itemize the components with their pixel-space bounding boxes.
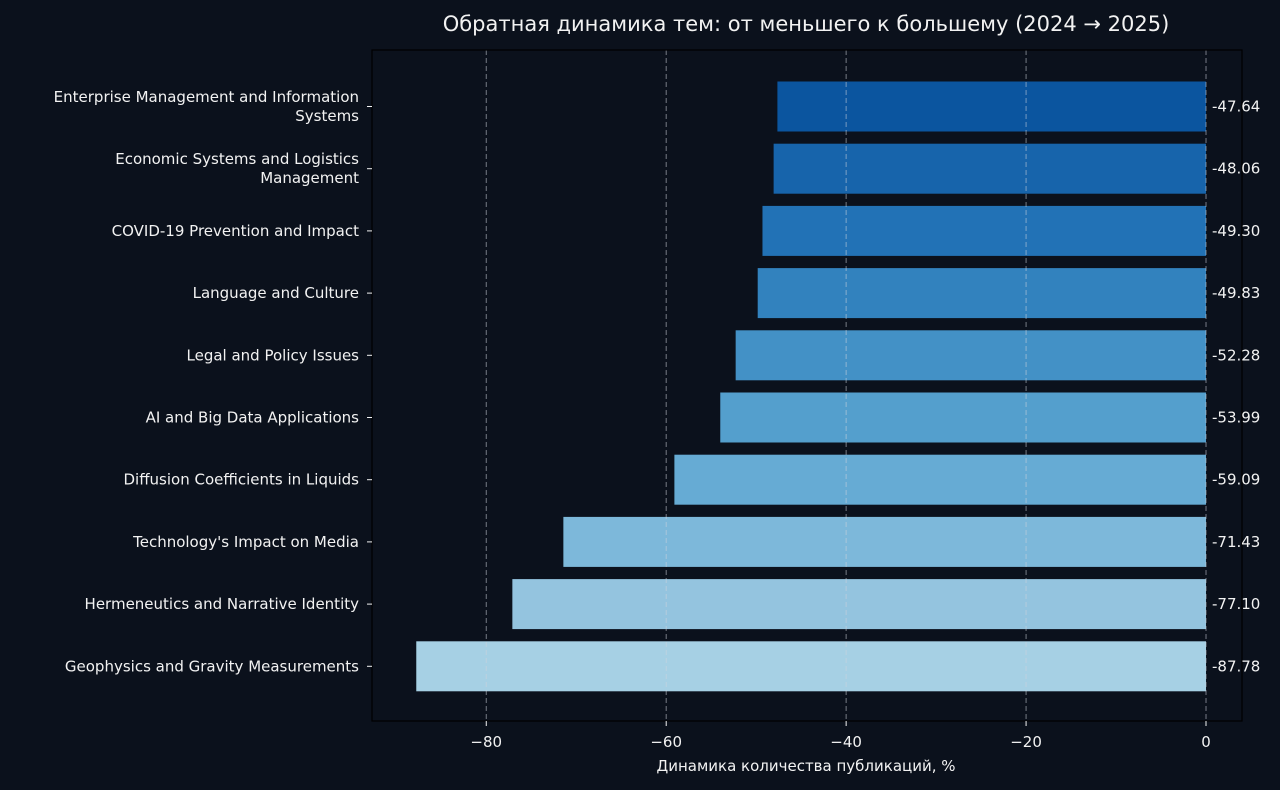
value-label: -52.28 xyxy=(1212,346,1260,364)
bar xyxy=(735,330,1207,381)
category-label: Technology's Impact on Media xyxy=(132,533,359,551)
category-label: Legal and Policy Issues xyxy=(187,346,360,364)
bar xyxy=(512,579,1207,630)
axes-frame xyxy=(371,49,1243,722)
bar xyxy=(762,205,1207,256)
value-label: -87.78 xyxy=(1212,657,1260,675)
category-label: Geophysics and Gravity Measurements xyxy=(65,657,359,675)
x-tick-label: −20 xyxy=(1010,733,1042,751)
category-label: Diffusion Coefficients in Liquids xyxy=(124,471,360,489)
category-label: Hermeneutics and Narrative Identity xyxy=(85,595,360,613)
x-tick-label: 0 xyxy=(1201,733,1211,751)
x-tick-label: −80 xyxy=(470,733,502,751)
category-label: Management xyxy=(260,169,359,187)
bar xyxy=(720,392,1207,443)
value-label: -49.83 xyxy=(1212,284,1260,302)
chart-title: Обратная динамика тем: от меньшего к бол… xyxy=(443,12,1170,36)
bar xyxy=(757,268,1207,319)
bar xyxy=(563,516,1207,567)
category-label: AI and Big Data Applications xyxy=(146,409,360,427)
category-label: COVID-19 Prevention and Impact xyxy=(112,222,359,240)
category-label: Language and Culture xyxy=(193,284,359,302)
bar xyxy=(777,81,1207,132)
x-tick-label: −40 xyxy=(830,733,862,751)
bar xyxy=(674,454,1207,505)
value-label: -47.64 xyxy=(1212,98,1260,116)
value-label: -48.06 xyxy=(1212,160,1260,178)
bar xyxy=(416,641,1207,692)
category-label: Economic Systems and Logistics xyxy=(115,150,359,168)
category-label: Systems xyxy=(295,107,359,125)
bar xyxy=(773,143,1207,194)
value-label: -59.09 xyxy=(1212,471,1260,489)
category-label: Enterprise Management and Information xyxy=(54,88,359,106)
value-label: -71.43 xyxy=(1212,533,1260,551)
x-tick-label: −60 xyxy=(650,733,682,751)
value-label: -77.10 xyxy=(1212,595,1260,613)
value-label: -49.30 xyxy=(1212,222,1260,240)
value-label: -53.99 xyxy=(1212,409,1260,427)
x-axis-label: Динамика количества публикаций, % xyxy=(656,757,955,775)
